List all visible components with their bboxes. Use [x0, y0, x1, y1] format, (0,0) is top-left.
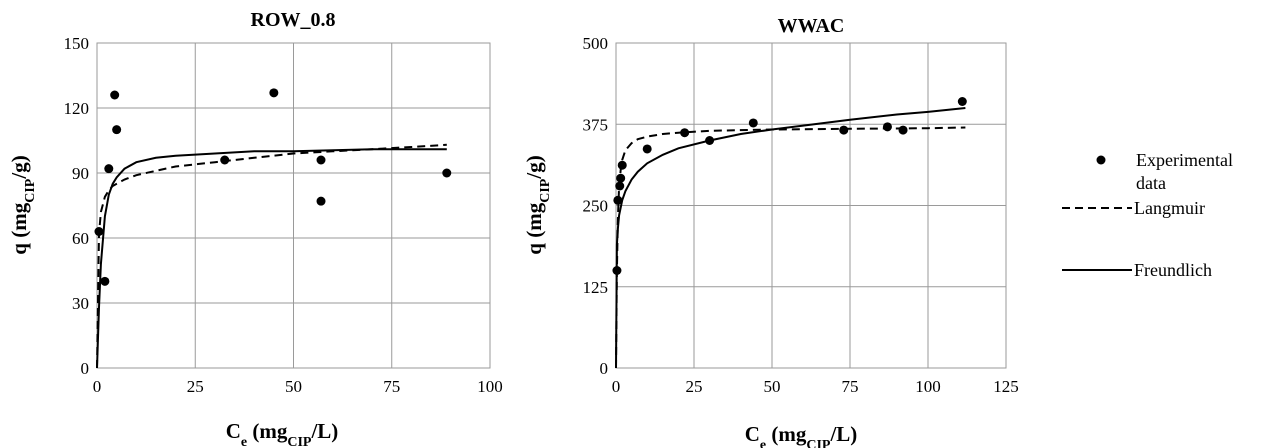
langmuir-curve — [96, 143, 447, 369]
y-axis-label: q (mgCIP/g) — [522, 155, 553, 254]
x-axis-label: Ce (mgCIP/L) — [745, 422, 858, 448]
y-tick-label: 60 — [72, 229, 89, 248]
experimental-point — [642, 144, 652, 154]
experimental-point — [110, 90, 120, 100]
y-tick-label: 0 — [81, 359, 90, 378]
experimental-point — [104, 164, 114, 174]
y-tick-label: 120 — [64, 99, 90, 118]
experimental-point — [442, 168, 452, 178]
y-tick-label: 150 — [64, 34, 90, 53]
experimental-point — [680, 128, 690, 138]
experimental-point — [617, 160, 627, 170]
x-tick-label: 25 — [686, 377, 703, 396]
experimental-point — [957, 97, 967, 106]
x-tick-label: 0 — [93, 377, 102, 396]
y-tick-label: 250 — [583, 197, 609, 216]
y-tick-label: 500 — [583, 34, 609, 53]
experimental-point — [100, 276, 110, 286]
y-tick-label: 90 — [72, 164, 89, 183]
y-tick-label: 0 — [600, 359, 609, 378]
experimental-point — [898, 125, 908, 135]
legend: Experimental data Langmuir Freundlich — [1062, 150, 1233, 280]
experimental-point — [615, 181, 625, 191]
experimental-point — [612, 266, 622, 275]
experimental-point — [94, 227, 104, 236]
legend-freundlich-label: Freundlich — [1134, 260, 1212, 280]
x-tick-label: 75 — [383, 377, 400, 396]
langmuir-curve — [615, 126, 966, 369]
x-tick-label: 25 — [187, 377, 204, 396]
chart-title: WWAC — [778, 15, 845, 37]
plot-area — [615, 42, 1007, 369]
freundlich-curve — [615, 107, 966, 369]
y-axis-label: q (mgCIP/g) — [7, 155, 38, 254]
experimental-point — [316, 196, 326, 206]
experimental-point — [839, 125, 849, 135]
y-tick-label: 125 — [583, 278, 609, 297]
x-axis-label: Ce (mgCIP/L) — [226, 419, 339, 448]
y-tick-label: 375 — [583, 115, 609, 134]
x-tick-label: 125 — [993, 377, 1019, 396]
freundlich-curve — [96, 148, 447, 369]
experimental-point — [269, 88, 279, 98]
x-tick-label: 100 — [915, 377, 941, 396]
legend-experimental-label: Experimental — [1136, 150, 1233, 170]
legend-langmuir-label: Langmuir — [1134, 198, 1205, 218]
chart-wwac: 0 25 50 75 100 125 0 125 250 375 500 WWAC Ce (mgCIP/… — [522, 15, 1019, 448]
x-tick-label: 75 — [842, 377, 859, 396]
experimental-point — [112, 125, 122, 135]
chart-title: ROW_0.8 — [251, 9, 336, 31]
x-tick-label: 100 — [477, 377, 503, 396]
experimental-point — [220, 155, 230, 165]
x-tick-label: 0 — [612, 377, 621, 396]
y-tick-label: 30 — [72, 294, 89, 313]
legend-experimental-marker — [1096, 155, 1106, 165]
experimental-point — [616, 173, 626, 183]
experimental-point — [748, 118, 758, 128]
plot-area — [96, 42, 491, 369]
experimental-point — [882, 122, 892, 132]
x-tick-label: 50 — [764, 377, 781, 396]
experimental-point — [705, 136, 715, 145]
experimental-point — [316, 155, 326, 165]
legend-experimental-label-2: data — [1136, 173, 1166, 193]
x-tick-label: 50 — [285, 377, 302, 396]
experimental-point — [613, 195, 623, 205]
chart-row08: 0 25 50 75 100 0 30 60 90 120 150 ROW_0.8 Ce (mgCIP/… — [7, 9, 503, 448]
